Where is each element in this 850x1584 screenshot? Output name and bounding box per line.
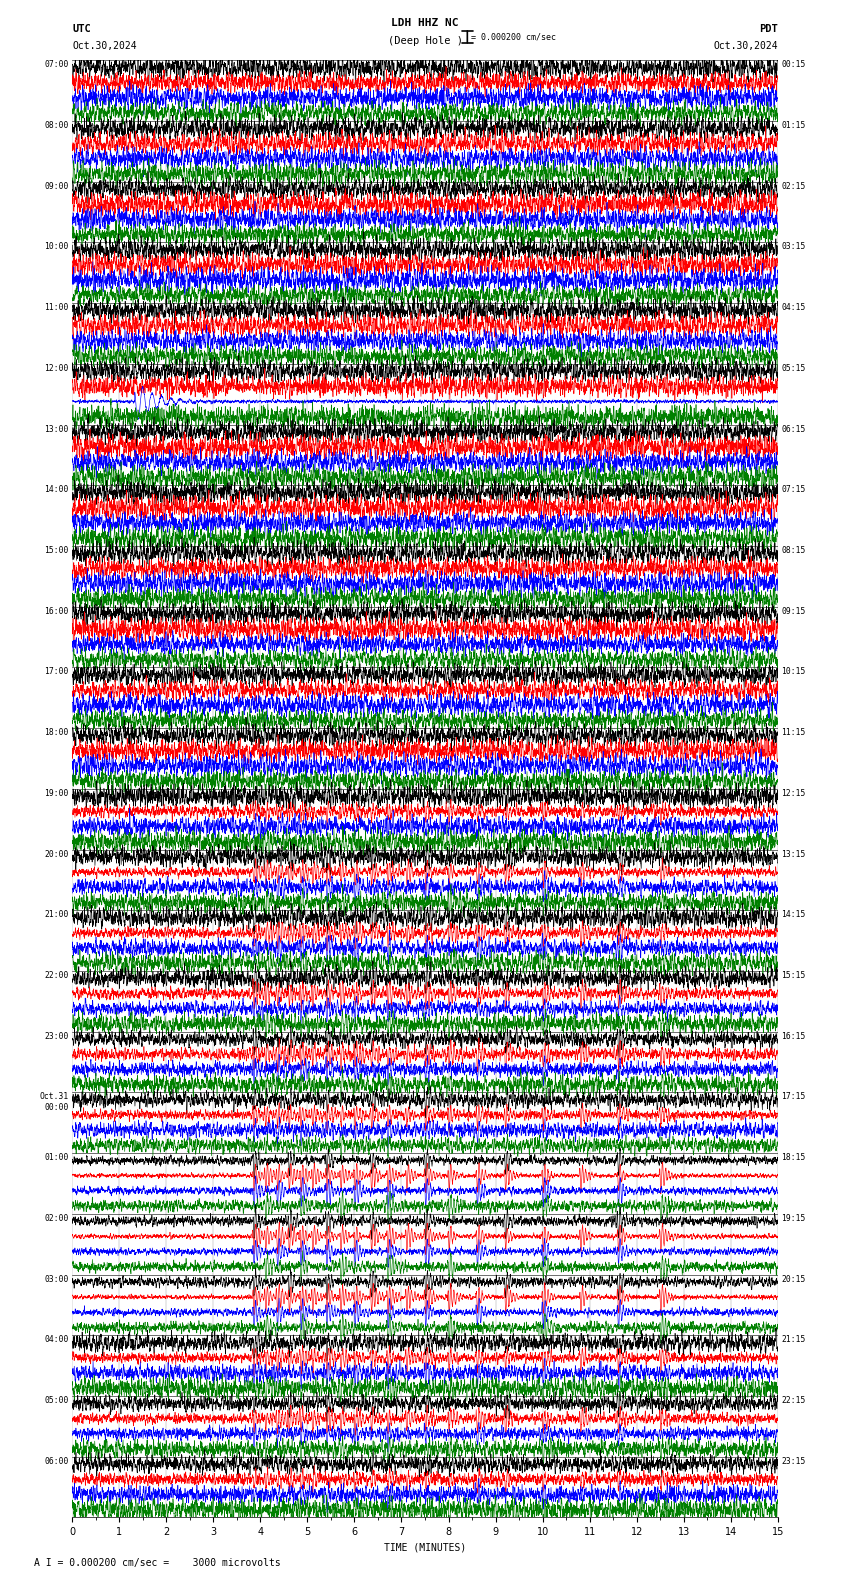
Text: 09:00: 09:00 (44, 182, 69, 190)
Text: 17:00: 17:00 (44, 667, 69, 676)
Text: 19:00: 19:00 (44, 789, 69, 798)
Text: 22:15: 22:15 (781, 1396, 806, 1405)
Text: 13:15: 13:15 (781, 849, 806, 859)
Text: 13:00: 13:00 (44, 425, 69, 434)
Text: 02:00: 02:00 (44, 1213, 69, 1223)
Text: 03:00: 03:00 (44, 1275, 69, 1283)
Text: 12:00: 12:00 (44, 364, 69, 372)
Text: 06:15: 06:15 (781, 425, 806, 434)
Text: 08:00: 08:00 (44, 120, 69, 130)
Text: 18:00: 18:00 (44, 729, 69, 737)
Text: 11:15: 11:15 (781, 729, 806, 737)
Text: 16:15: 16:15 (781, 1031, 806, 1041)
Text: 23:15: 23:15 (781, 1457, 806, 1465)
Text: 05:00: 05:00 (44, 1396, 69, 1405)
Text: LDH HHZ NC: LDH HHZ NC (391, 17, 459, 29)
Text: 18:15: 18:15 (781, 1153, 806, 1163)
Text: (Deep Hole ): (Deep Hole ) (388, 35, 462, 46)
Text: 03:15: 03:15 (781, 242, 806, 252)
Text: 23:00: 23:00 (44, 1031, 69, 1041)
Text: 01:15: 01:15 (781, 120, 806, 130)
Text: 19:15: 19:15 (781, 1213, 806, 1223)
Text: UTC: UTC (72, 24, 91, 33)
Text: Oct.31
00:00: Oct.31 00:00 (39, 1093, 69, 1112)
Text: = 0.000200 cm/sec: = 0.000200 cm/sec (471, 32, 556, 41)
Text: 10:15: 10:15 (781, 667, 806, 676)
Text: 06:00: 06:00 (44, 1457, 69, 1465)
Text: 00:15: 00:15 (781, 60, 806, 70)
Text: 07:15: 07:15 (781, 485, 806, 494)
Text: 12:15: 12:15 (781, 789, 806, 798)
Text: 04:00: 04:00 (44, 1335, 69, 1345)
Text: 11:00: 11:00 (44, 303, 69, 312)
Text: 15:00: 15:00 (44, 546, 69, 554)
Text: 01:00: 01:00 (44, 1153, 69, 1163)
Text: PDT: PDT (759, 24, 778, 33)
Text: 09:15: 09:15 (781, 607, 806, 616)
Text: 14:00: 14:00 (44, 485, 69, 494)
Text: 05:15: 05:15 (781, 364, 806, 372)
Text: 21:15: 21:15 (781, 1335, 806, 1345)
Text: 17:15: 17:15 (781, 1093, 806, 1101)
Text: 16:00: 16:00 (44, 607, 69, 616)
Text: Oct.30,2024: Oct.30,2024 (713, 41, 778, 51)
Text: 02:15: 02:15 (781, 182, 806, 190)
Text: 20:15: 20:15 (781, 1275, 806, 1283)
Text: A I = 0.000200 cm/sec =    3000 microvolts: A I = 0.000200 cm/sec = 3000 microvolts (34, 1559, 280, 1568)
Text: 07:00: 07:00 (44, 60, 69, 70)
Text: 14:15: 14:15 (781, 911, 806, 919)
X-axis label: TIME (MINUTES): TIME (MINUTES) (384, 1543, 466, 1552)
Text: 15:15: 15:15 (781, 971, 806, 980)
Text: Oct.30,2024: Oct.30,2024 (72, 41, 137, 51)
Text: 08:15: 08:15 (781, 546, 806, 554)
Text: 20:00: 20:00 (44, 849, 69, 859)
Text: 21:00: 21:00 (44, 911, 69, 919)
Text: 22:00: 22:00 (44, 971, 69, 980)
Text: 10:00: 10:00 (44, 242, 69, 252)
Text: 04:15: 04:15 (781, 303, 806, 312)
